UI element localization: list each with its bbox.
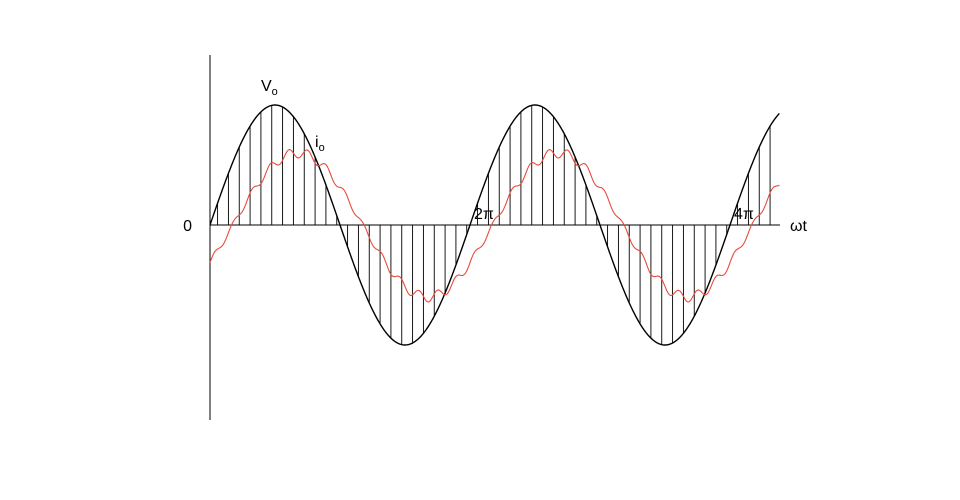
tick-two_pi: 2π [474,206,494,223]
label-vo: Vo [261,78,278,98]
label-io: io [315,134,325,154]
label-origin: 0 [183,218,192,235]
label-omega-t: ωt [790,218,807,235]
tick-four_pi: 4π [734,206,754,223]
